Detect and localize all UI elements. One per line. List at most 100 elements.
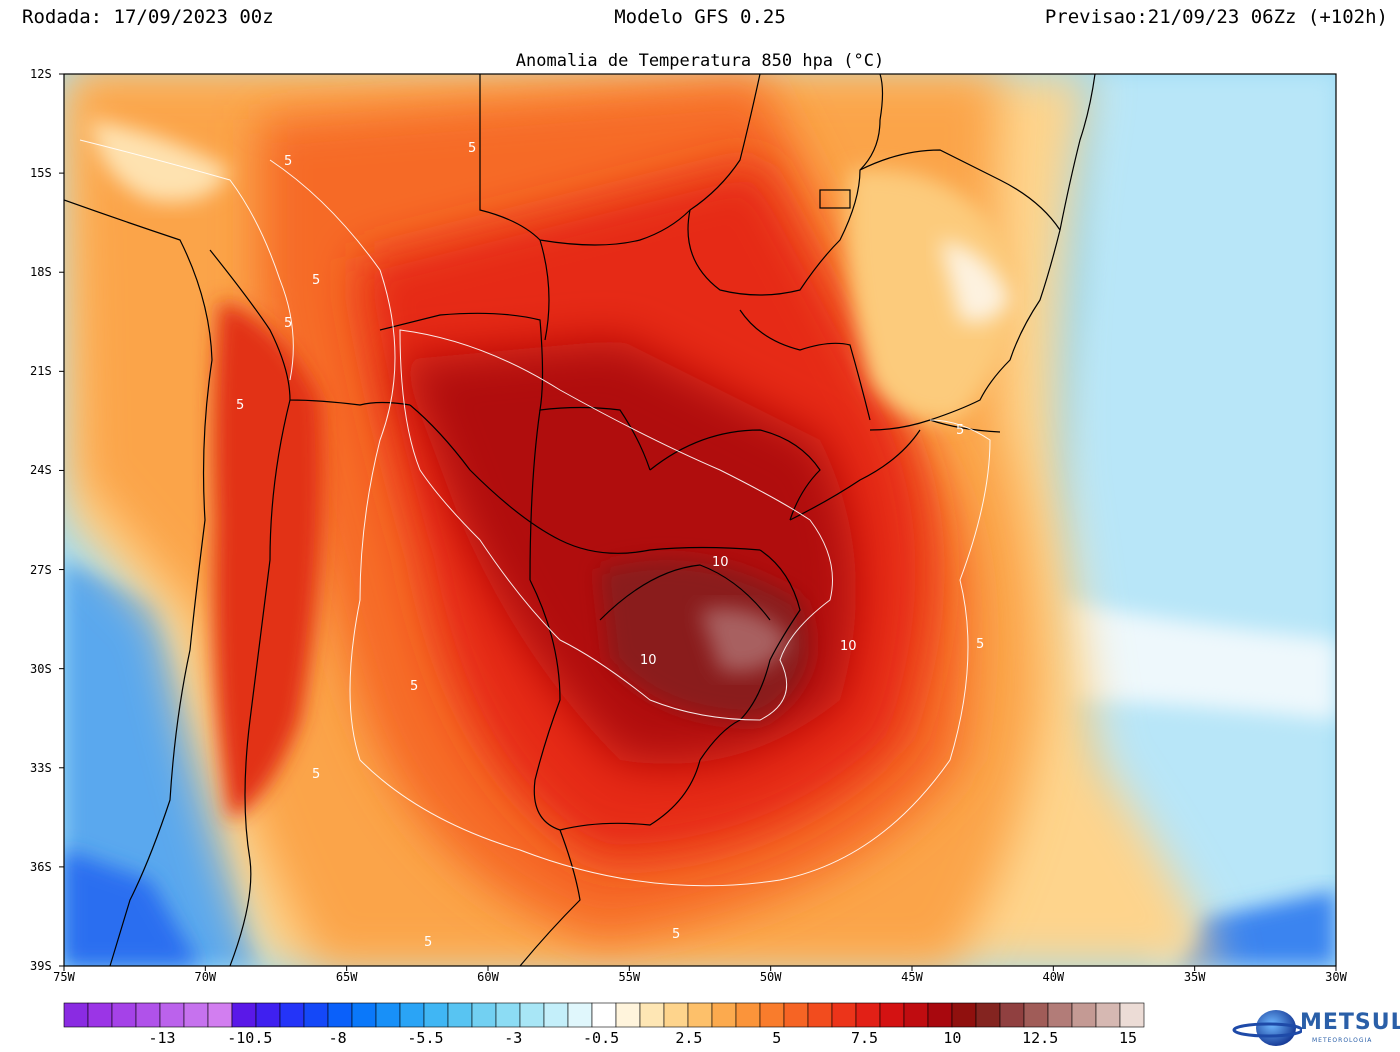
colorbar-swatch xyxy=(495,1002,521,1028)
contour-label: 5 xyxy=(284,154,292,169)
contour-label: 5 xyxy=(312,273,320,288)
longitude-tick-label: 65W xyxy=(335,970,358,984)
colorbar-swatch xyxy=(927,1002,953,1028)
latitude-tick-label: 36S xyxy=(30,859,52,874)
colorbar-label: 7.5 xyxy=(850,1029,879,1047)
metsul-logo: METSUL METEOROLOGIA xyxy=(1232,1006,1400,1050)
logo-name: METSUL xyxy=(1300,1010,1400,1035)
colorbar-swatch xyxy=(615,1002,641,1028)
colorbar-swatch xyxy=(1095,1002,1121,1028)
colorbar-swatch xyxy=(519,1002,545,1028)
colorbar-swatch xyxy=(255,1002,281,1028)
contour-lines xyxy=(79,139,991,887)
colorbar-swatch xyxy=(471,1002,497,1028)
colorbar-swatch xyxy=(327,1002,353,1028)
colorbar xyxy=(63,1002,1145,1028)
colorbar-label: -5.5 xyxy=(407,1029,444,1047)
colorbar-swatch xyxy=(1071,1002,1097,1028)
longitude-tick-label: 35W xyxy=(1183,970,1206,984)
colorbar-swatch xyxy=(231,1002,257,1028)
colorbar-swatch xyxy=(879,1002,905,1028)
contour-label: 5 xyxy=(976,637,984,652)
colorbar-swatch xyxy=(351,1002,377,1028)
colorbar-label: -13 xyxy=(148,1029,176,1047)
forecast-time-label: Previsao:21/09/23 06Zz (+102h) xyxy=(1044,6,1388,28)
colorbar-swatch xyxy=(159,1002,185,1028)
contour-value-labels: 5 5 5 5 5 5 5 5 5 5 10 10 10 5 xyxy=(236,141,984,950)
colorbar-swatch xyxy=(303,1002,329,1028)
colorbar-label: 10 xyxy=(943,1029,962,1047)
colorbar-label: 15 xyxy=(1118,1029,1138,1047)
colorbar-swatch xyxy=(447,1002,473,1028)
contour-label: 5 xyxy=(410,679,418,694)
map-frame xyxy=(63,73,1337,967)
colorbar-swatch xyxy=(855,1002,881,1028)
colorbar-swatch xyxy=(567,1002,593,1028)
longitude-tick-label: 45W xyxy=(901,970,923,984)
colorbar-swatch xyxy=(135,1002,161,1028)
colorbar-swatch xyxy=(663,1002,689,1028)
latitude-tick-label: 21S xyxy=(30,364,52,379)
colorbar-swatch xyxy=(759,1002,785,1028)
latitude-tick-label: 30S xyxy=(30,661,52,676)
colorbar-swatch xyxy=(543,1002,569,1028)
colorbar-label: -3 xyxy=(504,1029,523,1047)
colorbar-swatch xyxy=(183,1002,209,1028)
colorbar-swatch xyxy=(807,1002,833,1028)
colorbar-label: -10.5 xyxy=(227,1029,273,1047)
longitude-tick-label: 70W xyxy=(194,970,217,984)
colorbar-swatch xyxy=(87,1002,113,1028)
colorbar-swatch xyxy=(999,1002,1025,1028)
longitude-tick-label: 60W xyxy=(477,970,499,984)
longitude-tick-label: 50W xyxy=(759,970,782,984)
colorbar-swatch xyxy=(375,1002,401,1028)
contour-label: 5 xyxy=(236,398,244,413)
colorbar-swatch xyxy=(423,1002,449,1028)
latitude-tick-label: 18S xyxy=(30,265,52,280)
longitude-tick-label: 75W xyxy=(53,970,75,984)
colorbar-swatch xyxy=(63,1002,89,1028)
model-label: Modelo GFS 0.25 xyxy=(614,6,786,28)
colorbar-label: -8 xyxy=(328,1029,347,1047)
colorbar-swatch xyxy=(903,1002,929,1028)
colorbar-swatch xyxy=(711,1002,737,1028)
contour-label: 10 xyxy=(640,653,657,668)
latitude-tick-label: 33S xyxy=(30,760,52,775)
colorbar-swatch xyxy=(639,1002,665,1028)
colorbar-label: 12.5 xyxy=(1022,1029,1059,1047)
longitude-tick-label: 30W xyxy=(1325,970,1347,984)
colorbar-swatch xyxy=(1047,1002,1073,1028)
longitude-tick-label: 55W xyxy=(618,970,641,984)
contour-label: 5 xyxy=(672,927,680,942)
map-title: Anomalia de Temperatura 850 hpa (°C) xyxy=(515,51,885,71)
colorbar-label: -0.5 xyxy=(583,1029,620,1047)
colorbar-label: 5 xyxy=(772,1029,782,1047)
latitude-tick-label: 27S xyxy=(30,562,52,577)
contour-label: 10 xyxy=(712,555,729,570)
contour-label: 5 xyxy=(956,423,964,438)
colorbar-swatch xyxy=(735,1002,761,1028)
colorbar-label: 2.5 xyxy=(675,1029,703,1047)
colorbar-swatch xyxy=(279,1002,305,1028)
longitude-tick-label: 40W xyxy=(1042,970,1065,984)
logo-subtitle: METEOROLOGIA xyxy=(1312,1037,1373,1044)
colorbar-swatch xyxy=(207,1002,233,1028)
latitude-tick-label: 39S xyxy=(30,959,52,973)
contour-label: 5 xyxy=(312,767,320,782)
political-borders xyxy=(64,74,1096,966)
colorbar-swatch xyxy=(1023,1002,1049,1028)
run-date-label: Rodada: 17/09/2023 00z xyxy=(22,6,274,28)
colorbar-swatch xyxy=(975,1002,1001,1028)
colorbar-swatch xyxy=(951,1002,977,1028)
axis-ticks xyxy=(59,73,1337,971)
contour-label: 5 xyxy=(284,316,292,331)
colorbar-swatch xyxy=(687,1002,713,1028)
anomaly-field: 5 5 5 5 5 5 5 5 5 5 10 10 10 5 xyxy=(64,74,1336,966)
colorbar-swatch xyxy=(399,1002,425,1028)
contour-label: 10 xyxy=(840,639,857,654)
latitude-tick-label: 12S xyxy=(30,67,52,81)
latitude-tick-label: 15S xyxy=(30,166,52,181)
colorbar-swatch xyxy=(783,1002,809,1028)
contour-label: 5 xyxy=(468,141,476,156)
